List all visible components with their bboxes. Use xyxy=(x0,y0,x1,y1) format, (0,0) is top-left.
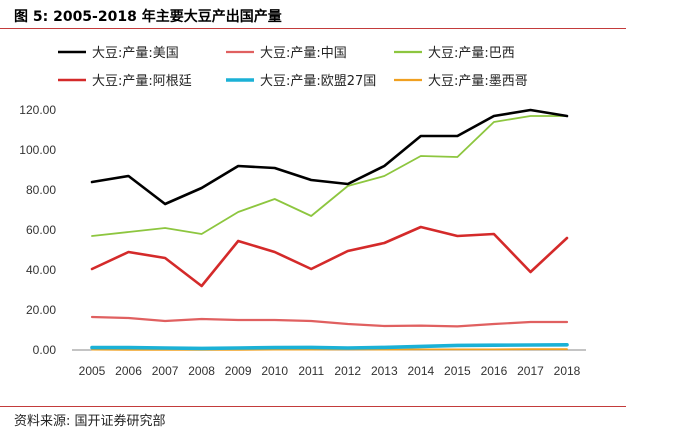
y-tick-label: 80.00 xyxy=(26,183,56,197)
y-tick-label: 40.00 xyxy=(26,263,56,277)
source-note: 资料来源: 国开证券研究部 xyxy=(14,414,166,429)
x-tick-label: 2018 xyxy=(554,364,581,378)
y-tick-label: 0.00 xyxy=(33,343,57,357)
series-line xyxy=(90,108,569,206)
x-tick-label: 2017 xyxy=(517,364,544,378)
x-tick-label: 2015 xyxy=(444,364,471,378)
x-tick-label: 2008 xyxy=(188,364,215,378)
legend-label: 大豆:产量:阿根廷 xyxy=(92,74,192,89)
source-divider xyxy=(0,406,626,407)
legend-label: 大豆:产量:墨西哥 xyxy=(428,74,528,89)
x-tick-label: 2010 xyxy=(261,364,288,378)
series-line xyxy=(90,315,569,328)
legend-label: 大豆:产量:美国 xyxy=(92,46,179,61)
series-line xyxy=(90,342,569,351)
series-line xyxy=(90,225,569,288)
title-divider xyxy=(0,28,626,29)
legend-label: 大豆:产量:欧盟27国 xyxy=(260,74,376,89)
y-tick-label: 100.00 xyxy=(19,143,56,157)
x-tick-label: 2016 xyxy=(481,364,508,378)
legend-label: 大豆:产量:巴西 xyxy=(428,46,515,61)
x-tick-label: 2014 xyxy=(407,364,434,378)
x-tick-label: 2007 xyxy=(152,364,179,378)
legend-label: 大豆:产量:中国 xyxy=(260,46,347,61)
x-tick-label: 2009 xyxy=(225,364,252,378)
y-tick-label: 20.00 xyxy=(26,303,56,317)
x-tick-label: 2006 xyxy=(115,364,142,378)
x-tick-label: 2013 xyxy=(371,364,398,378)
x-tick-label: 2011 xyxy=(298,364,324,378)
y-tick-label: 120.00 xyxy=(19,103,56,117)
x-tick-label: 2012 xyxy=(334,364,361,378)
chart-title: 图 5: 2005-2018 年主要大豆产出国产量 xyxy=(14,9,282,25)
y-tick-label: 60.00 xyxy=(26,223,56,237)
series-line xyxy=(91,115,568,237)
x-tick-label: 2005 xyxy=(79,364,106,378)
